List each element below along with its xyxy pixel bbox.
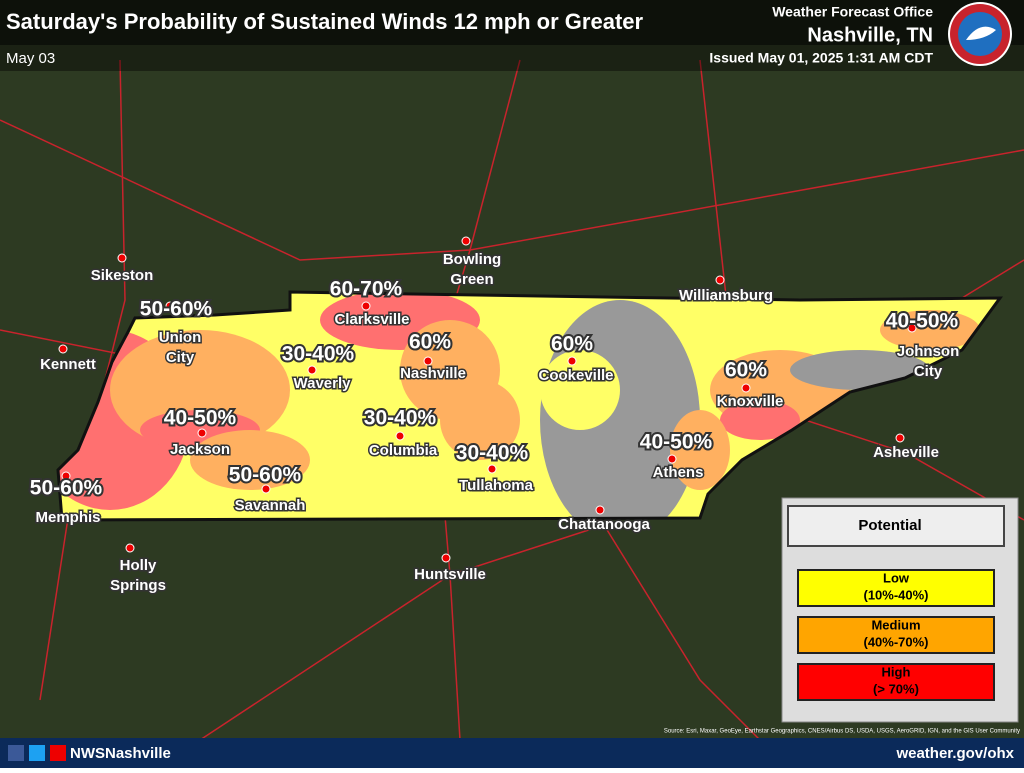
- city-label: Athens: [653, 464, 704, 481]
- city-dot: [58, 344, 68, 354]
- source: Source: Esri, Maxar, GeoEye, Earthstar G…: [664, 729, 1020, 735]
- legend-range: (10%-40%): [863, 587, 928, 602]
- city-dot: [395, 431, 405, 441]
- social-handle[interactable]: NWSNashville: [70, 745, 171, 762]
- city-label: Johnson City: [897, 343, 960, 380]
- city-dot: [197, 428, 207, 438]
- city-dot: [261, 484, 271, 494]
- city-label: Bowling Green: [443, 251, 501, 288]
- city-dot: [361, 301, 371, 311]
- probability-label: 30-40%: [364, 407, 437, 430]
- city-dot: [165, 301, 175, 311]
- probability-label: 50-60%: [229, 464, 302, 487]
- probability-label: 60%: [409, 331, 451, 354]
- city-label: Cookeville: [538, 367, 613, 384]
- date: May 03: [6, 50, 55, 67]
- city-dot: [667, 454, 677, 464]
- city-label: Union City: [159, 329, 202, 366]
- city-dot: [423, 356, 433, 366]
- city-dot: [595, 505, 605, 515]
- city-dot: [441, 553, 451, 563]
- legend-swatch: [797, 616, 995, 654]
- legend-label: High: [882, 664, 911, 679]
- city-label: Savannah: [235, 497, 306, 514]
- legend-range: (> 70%): [873, 681, 919, 696]
- legend-swatch: [797, 569, 995, 607]
- city-dot: [307, 365, 317, 375]
- url[interactable]: weather.gov/ohx: [895, 745, 1014, 762]
- youtube-icon[interactable]: [50, 745, 66, 761]
- city-label: Knoxville: [717, 393, 784, 410]
- city-dot: [461, 236, 471, 246]
- city-label: Sikeston: [91, 267, 154, 284]
- city-label: Chattanooga: [558, 516, 650, 533]
- nws-logo: [948, 2, 1012, 66]
- city-label: Tullahoma: [459, 477, 534, 494]
- title-bar: [0, 0, 1024, 45]
- probability-label: 40-50%: [164, 407, 237, 430]
- state-border: [56, 290, 1003, 522]
- city-dot: [117, 253, 127, 263]
- legend-title: Potential: [858, 517, 921, 534]
- city-label: Jackson: [170, 441, 230, 458]
- probability-label: 30-40%: [456, 442, 529, 465]
- city-label: Williamsburg: [679, 287, 773, 304]
- city-dot: [715, 275, 725, 285]
- city-label: Huntsville: [414, 566, 486, 583]
- twitter-icon[interactable]: [29, 745, 45, 761]
- city-dot: [487, 464, 497, 474]
- probability-label: 60%: [551, 333, 593, 356]
- probability-label: 60-70%: [330, 278, 403, 301]
- city-dot: [895, 433, 905, 443]
- legend-label: Low: [883, 570, 910, 585]
- city-dot: [125, 543, 135, 553]
- issued: Issued May 01, 2025 1:31 AM CDT: [709, 50, 933, 66]
- office: Weather Forecast Office: [772, 4, 933, 20]
- legend: Potential Low (10%-40%) Medium (40%-70%) Hig…: [781, 497, 1019, 723]
- subtitle-bar: [0, 45, 1024, 71]
- city-label: Clarksville: [334, 311, 409, 328]
- probability-label: 40-50%: [640, 431, 713, 454]
- city-dot: [567, 356, 577, 366]
- legend-swatch: [797, 663, 995, 701]
- footer-bar: [0, 738, 1024, 768]
- city-label: Waverly: [294, 375, 352, 392]
- probability-label: 60%: [725, 359, 767, 382]
- city-label: Nashville: [400, 365, 466, 382]
- title: Saturday's Probability of Sustained Wind…: [6, 9, 644, 34]
- city-label: Columbia: [369, 442, 438, 459]
- state-fill: [58, 292, 1000, 520]
- city-label: Holly Springs: [110, 557, 166, 594]
- probability-label: 30-40%: [282, 343, 355, 366]
- legend-range: (40%-70%): [863, 634, 928, 649]
- legend-label: Medium: [871, 617, 920, 632]
- probability-label: 40-50%: [886, 310, 959, 333]
- city-dot: [907, 323, 917, 333]
- city-label: Kennett: [40, 356, 96, 373]
- probability-label: 50-60%: [140, 298, 213, 321]
- city-label: Memphis: [35, 509, 100, 526]
- probability-label: 50-60%: [30, 477, 103, 500]
- city-dot: [741, 383, 751, 393]
- city-dot: [61, 471, 71, 481]
- city-label: Asheville: [873, 444, 939, 461]
- location: Nashville, TN: [807, 24, 933, 46]
- facebook-icon[interactable]: [8, 745, 24, 761]
